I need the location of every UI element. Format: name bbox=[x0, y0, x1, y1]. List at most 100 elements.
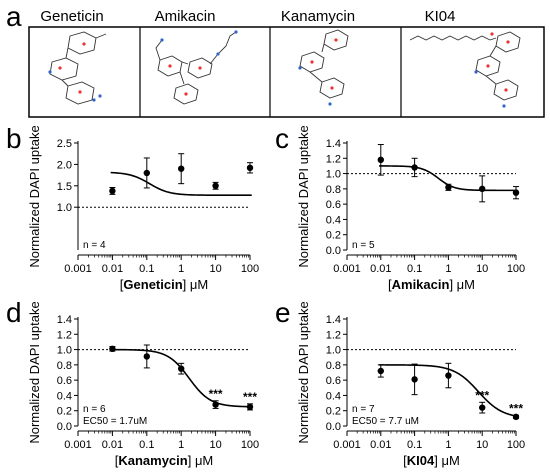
y-tick-label: 0.8 bbox=[57, 360, 72, 372]
chart-kanamycin: 0.0 0.2 0.4 0.6 0.8 1.0 1.2 1.4 0.001 0.01 0.1 1 10 1… bbox=[27, 301, 259, 468]
annotation-label: EC50 = 1.7uM bbox=[83, 416, 147, 427]
data-point bbox=[178, 165, 185, 172]
x-tick-label: 0.001 bbox=[64, 263, 92, 275]
data-point bbox=[178, 365, 185, 372]
geneticin-structure-drawing bbox=[48, 31, 107, 105]
data-point bbox=[377, 156, 384, 164]
x-tick-label: 100 bbox=[507, 439, 525, 451]
y-tick-label: 0.4 bbox=[326, 390, 341, 402]
significance-label: *** bbox=[209, 387, 223, 401]
data-point bbox=[512, 413, 520, 421]
x-tick-label: 0.01 bbox=[370, 263, 391, 275]
data-point bbox=[212, 182, 219, 189]
y-tick-label: 0.0 bbox=[326, 421, 341, 433]
structure-frame bbox=[28, 26, 545, 118]
y-tick-label: 0.2 bbox=[326, 406, 341, 418]
annotation-label: EC50 = 7.7 uM bbox=[352, 416, 419, 427]
data-point bbox=[109, 345, 116, 353]
x-tick-label: 0.1 bbox=[407, 263, 422, 275]
y-tick-label: 1.4 bbox=[57, 314, 72, 326]
data-point bbox=[109, 187, 116, 195]
significance-label: *** bbox=[509, 401, 523, 415]
x-axis-title: [KI04] μM bbox=[403, 453, 460, 468]
panel-letter-c: c bbox=[275, 123, 289, 154]
data-point bbox=[143, 169, 150, 177]
y-tick-label: 0.6 bbox=[326, 199, 341, 211]
data-point bbox=[445, 184, 452, 191]
y-tick-label: 0.4 bbox=[326, 214, 341, 226]
x-tick-label: 100 bbox=[241, 439, 259, 451]
y-tick-label: 0.6 bbox=[326, 375, 341, 387]
y-tick-label: 1.0 bbox=[57, 202, 72, 214]
x-tick-label: 1 bbox=[178, 439, 184, 451]
data-point bbox=[411, 164, 418, 171]
data-point bbox=[479, 185, 486, 193]
fit-curve bbox=[110, 348, 252, 408]
y-tick-label: 1.0 bbox=[57, 345, 72, 357]
y-tick-label: 1.5 bbox=[57, 181, 72, 193]
y-tick-label: 1.4 bbox=[326, 314, 341, 326]
annotation-label: n = 5 bbox=[352, 240, 375, 251]
y-tick-label: 0.0 bbox=[57, 421, 72, 433]
y-axis-title: Normalized DAPI uptake bbox=[296, 301, 311, 443]
data-point bbox=[143, 353, 150, 360]
x-tick-label: 10 bbox=[476, 439, 488, 451]
ki04-structure-drawing bbox=[409, 31, 521, 108]
x-tick-label: 0.001 bbox=[64, 439, 92, 451]
x-tick-label: 1 bbox=[445, 263, 451, 275]
data-point bbox=[411, 376, 418, 383]
x-axis-title: [Amikacin] μM bbox=[388, 277, 475, 292]
x-tick-label: 1 bbox=[445, 439, 451, 451]
x-tick-label: 0.01 bbox=[102, 439, 123, 451]
y-tick-label: 0.0 bbox=[326, 245, 341, 257]
x-tick-label: 10 bbox=[209, 263, 221, 275]
x-tick-label: 10 bbox=[209, 439, 221, 451]
annotation-label: n = 6 bbox=[83, 404, 106, 415]
x-tick-label: 100 bbox=[507, 263, 525, 275]
y-tick-label: 1.0 bbox=[326, 345, 341, 357]
kanamycin-structure-drawing bbox=[298, 29, 349, 106]
x-tick-label: 0.01 bbox=[370, 439, 391, 451]
chart-geneticin: 1.0 1.5 2.0 2.5 0.001 0.01 0.1 1 10 100 n = 4 Norma… bbox=[27, 125, 259, 292]
annotation-label: n = 7 bbox=[352, 404, 375, 415]
structure-label-kanamycin: Kanamycin bbox=[281, 8, 355, 25]
panel-letter-a: a bbox=[6, 1, 22, 32]
y-tick-label: 0.2 bbox=[326, 230, 341, 242]
x-axis-title: [Geneticin] μM bbox=[120, 277, 208, 292]
x-tick-label: 0.1 bbox=[139, 263, 154, 275]
chart-amikacin: 0.0 0.2 0.4 0.6 0.8 1.0 1.2 1.4 0.001 0.01 0.1 1 10 1… bbox=[296, 125, 525, 292]
y-axis-title: Normalized DAPI uptake bbox=[27, 301, 42, 443]
data-point bbox=[246, 403, 254, 411]
structure-label-amikacin: Amikacin bbox=[155, 8, 216, 25]
structure-label-ki04: KI04 bbox=[425, 8, 456, 25]
data-point bbox=[246, 164, 254, 172]
panel-letter-b: b bbox=[6, 123, 22, 154]
y-axis-title: Normalized DAPI uptake bbox=[27, 125, 42, 267]
y-tick-label: 1.2 bbox=[326, 329, 341, 341]
y-axis-title: Normalized DAPI uptake bbox=[296, 125, 311, 267]
y-tick-label: 0.8 bbox=[326, 184, 341, 196]
y-tick-label: 1.4 bbox=[326, 138, 341, 150]
x-tick-label: 100 bbox=[241, 263, 259, 275]
y-tick-label: 2.0 bbox=[57, 159, 72, 171]
amikacin-structure-drawing bbox=[155, 30, 238, 105]
x-tick-label: 0.1 bbox=[139, 439, 154, 451]
annotation-label: n = 4 bbox=[83, 240, 106, 251]
panel-letter-e: e bbox=[275, 297, 291, 328]
significance-label: *** bbox=[243, 390, 257, 404]
x-tick-label: 0.1 bbox=[407, 439, 422, 451]
y-tick-label: 1.2 bbox=[326, 153, 341, 165]
structure-label-geneticin: Geneticin bbox=[40, 8, 103, 25]
y-tick-label: 1.0 bbox=[326, 169, 341, 181]
y-tick-label: 0.2 bbox=[57, 406, 72, 418]
x-tick-label: 0.001 bbox=[333, 263, 361, 275]
y-tick-label: 0.8 bbox=[326, 360, 341, 372]
panel-letter-d: d bbox=[6, 297, 22, 328]
data-point bbox=[377, 367, 384, 375]
y-tick-label: 1.2 bbox=[57, 329, 72, 341]
x-tick-label: 0.01 bbox=[102, 263, 123, 275]
x-tick-label: 0.001 bbox=[333, 439, 361, 451]
structure-row: Geneticin Amikacin Kanamycin KI04 bbox=[28, 8, 545, 118]
data-point bbox=[212, 401, 219, 408]
